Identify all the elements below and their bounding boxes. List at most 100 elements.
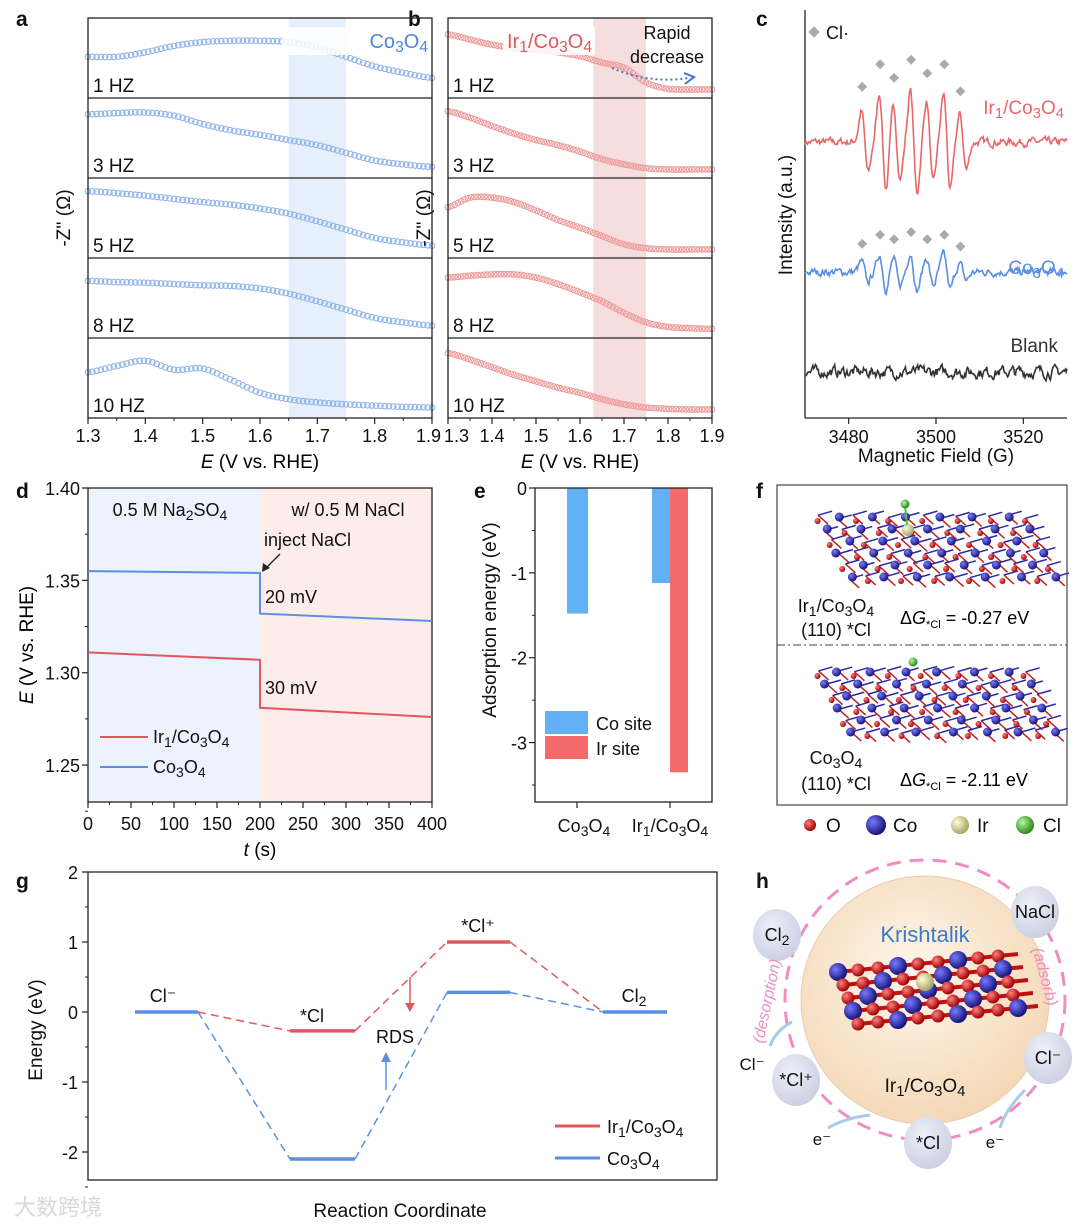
data-point — [520, 133, 528, 140]
bond — [929, 525, 945, 532]
data-point — [566, 387, 574, 394]
data-point — [420, 241, 427, 249]
bond — [838, 553, 850, 564]
o-atom — [962, 697, 969, 703]
curved-arrow-icon — [827, 1113, 871, 1130]
o-atom — [1006, 988, 1020, 1002]
data-point — [576, 288, 584, 296]
data-point — [260, 285, 268, 293]
data-point — [286, 136, 294, 144]
bond — [968, 538, 983, 544]
data-point — [570, 146, 577, 153]
data-point — [560, 385, 567, 393]
bond — [890, 553, 902, 564]
x-tick-label: 1.6 — [247, 426, 272, 446]
bond — [989, 667, 1005, 673]
data-point — [655, 165, 663, 173]
o-atom — [897, 578, 904, 584]
bond — [890, 548, 905, 555]
data-point — [377, 402, 384, 410]
data-point — [490, 123, 498, 131]
data-point — [556, 384, 564, 392]
data-point — [649, 320, 656, 328]
data-point — [338, 224, 346, 232]
data-point — [688, 166, 696, 173]
co-atom — [990, 679, 1000, 689]
data-point — [282, 136, 290, 143]
data-point — [355, 153, 363, 160]
data-point — [217, 125, 225, 132]
x-tick-label: 1.7 — [611, 426, 636, 446]
data-point — [504, 196, 511, 204]
data-point — [669, 166, 676, 173]
data-point — [583, 54, 590, 62]
data-point — [97, 53, 105, 61]
data-point — [119, 52, 126, 60]
data-point — [593, 295, 600, 303]
x-tick-label: 1.3 — [75, 426, 100, 446]
bond — [867, 693, 879, 704]
chart-title: Co3O4 — [369, 31, 428, 56]
data-point — [269, 287, 277, 294]
species-label-cl2: Cl2 — [765, 925, 790, 948]
co-atom — [901, 667, 911, 677]
o-atom — [896, 972, 910, 986]
data-point — [471, 37, 478, 44]
data-point — [213, 199, 221, 207]
data-point — [179, 366, 186, 374]
legend-ir-icon — [951, 816, 969, 834]
data-point — [407, 320, 414, 327]
x-axis-label: Reaction Coordinate — [313, 1201, 486, 1222]
state-label: Cl⁻ — [150, 986, 177, 1006]
data-point — [273, 287, 281, 295]
o-atom — [850, 673, 857, 679]
co-atom — [964, 990, 982, 1008]
data-point — [415, 241, 423, 248]
data-point — [110, 278, 118, 286]
co-atom — [856, 715, 866, 725]
data-point — [217, 37, 225, 45]
data-point — [101, 278, 109, 285]
data-point — [573, 388, 581, 396]
legend-o-icon — [804, 819, 816, 831]
data-point — [609, 237, 617, 244]
data-point — [645, 165, 653, 172]
co-atom — [877, 691, 887, 701]
data-point — [682, 246, 689, 253]
ir-atom — [916, 973, 934, 991]
data-point — [603, 157, 610, 164]
region-label: w/ 0.5 M NaCl — [290, 500, 404, 520]
co-atom — [1026, 679, 1036, 689]
data-point — [359, 59, 367, 67]
o-atom — [863, 697, 870, 703]
data-point — [467, 356, 475, 364]
data-point — [619, 63, 627, 71]
y-axis-label: Intensity (a.u.) — [776, 155, 797, 275]
o-atom — [929, 542, 936, 548]
data-point — [474, 117, 482, 124]
o-atom — [926, 996, 940, 1010]
bond — [940, 703, 955, 710]
data-point — [260, 205, 268, 213]
data-point — [560, 218, 567, 226]
data-point — [484, 193, 491, 201]
legend-label: Cl — [1043, 816, 1061, 837]
data-point — [364, 60, 371, 68]
o-atom — [839, 566, 846, 572]
data-point — [553, 216, 561, 223]
co-atom — [822, 524, 832, 534]
data-point — [377, 235, 384, 243]
data-point — [556, 217, 564, 225]
co-atom — [921, 679, 931, 689]
data-point — [682, 406, 689, 413]
bond — [944, 716, 959, 723]
data-point — [510, 371, 518, 379]
data-point — [248, 386, 255, 393]
co-atom — [853, 679, 863, 689]
data-point — [88, 110, 96, 118]
data-point — [589, 56, 597, 64]
data-point — [685, 166, 693, 173]
co-atom — [844, 1002, 862, 1020]
data-point — [402, 403, 410, 411]
bond — [879, 717, 891, 728]
